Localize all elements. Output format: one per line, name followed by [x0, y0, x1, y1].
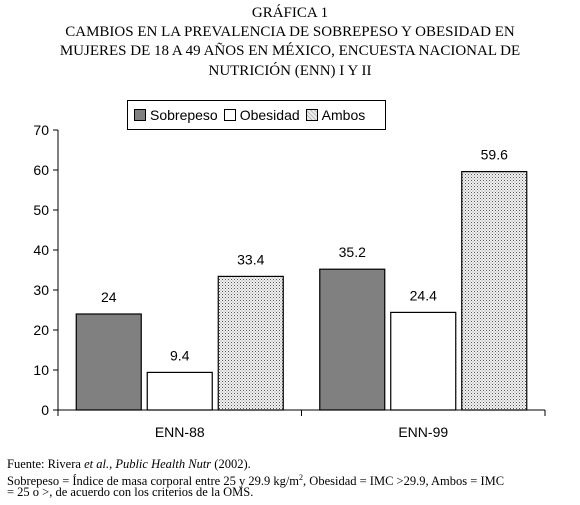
source-line: Fuente: Rivera et al., Public Health Nut…: [7, 457, 251, 471]
y-tick-label: 40: [33, 242, 49, 258]
data-label: 24: [101, 289, 117, 305]
data-label: 33.4: [237, 251, 264, 267]
y-tick-label: 10: [33, 362, 49, 378]
legend-label-sobrepeso: Sobrepeso: [150, 107, 218, 123]
x-category-label: ENN-88: [155, 424, 205, 440]
figure-title-line-1: CAMBIOS EN LA PREVALENCIA DE SOBREPESO Y…: [65, 24, 515, 40]
data-label: 9.4: [170, 347, 190, 363]
legend-label-ambos: Ambos: [321, 107, 366, 123]
bar-ambos-enn-99: [461, 171, 528, 411]
figure-title-line-3: NUTRICIÓN (ENN) I Y II: [208, 63, 372, 79]
y-tick-label: 70: [33, 122, 49, 138]
source-journal: Public Health Nutr: [115, 457, 212, 471]
y-tick-label: 20: [33, 322, 49, 338]
note-line1-b: , Obesidad = IMC >29.9, Ambos = IMC: [303, 474, 505, 489]
y-tick-label: 60: [33, 162, 49, 178]
bar-sobrepeso-enn-88: [75, 313, 142, 411]
y-tick-label: 50: [33, 202, 49, 218]
source-etal: et al.: [84, 457, 110, 471]
legend-swatch-obesidad: [223, 109, 236, 121]
x-category-label: ENN-99: [398, 424, 448, 440]
legend-swatch-sobrepeso: [134, 109, 146, 121]
bar-sobrepeso-enn-99: [319, 268, 386, 411]
legend-item-obesidad: Obesidad: [223, 107, 300, 123]
legend-label-obesidad: Obesidad: [239, 107, 300, 123]
chart-legend: Sobrepeso Obesidad Ambos: [127, 100, 386, 130]
y-tick-label: 0: [41, 402, 49, 418]
data-label: 59.6: [481, 147, 508, 163]
note-line-1: Sobrepeso = Índice de masa corporal entr…: [7, 471, 504, 488]
data-label: 24.4: [410, 287, 437, 303]
y-tick-label: 30: [33, 282, 49, 298]
source-year: (2002).: [211, 457, 251, 471]
source-prefix: Fuente: Rivera: [7, 457, 85, 471]
legend-item-sobrepeso: Sobrepeso: [134, 107, 218, 123]
note-line1-sup: 2: [299, 473, 304, 482]
figure-label: GRÁFICA 1: [251, 5, 329, 21]
legend-item-ambos: Ambos: [305, 107, 366, 123]
bar-obesidad-enn-88: [146, 371, 213, 411]
bar-ambos-enn-88: [217, 275, 284, 411]
note-line1-a: Sobrepeso = Índice de masa corporal entr…: [7, 474, 300, 489]
bar-obesidad-enn-99: [390, 311, 457, 411]
note-line-2: = 25 o >, de acuerdo con los criterios d…: [7, 485, 254, 499]
data-label: 35.2: [339, 244, 366, 260]
source-comma: ,: [109, 457, 116, 471]
figure-title-line-2: MUJERES DE 18 A 49 AÑOS EN MÉXICO, ENCUE…: [59, 43, 521, 59]
legend-swatch-ambos: [305, 109, 318, 121]
